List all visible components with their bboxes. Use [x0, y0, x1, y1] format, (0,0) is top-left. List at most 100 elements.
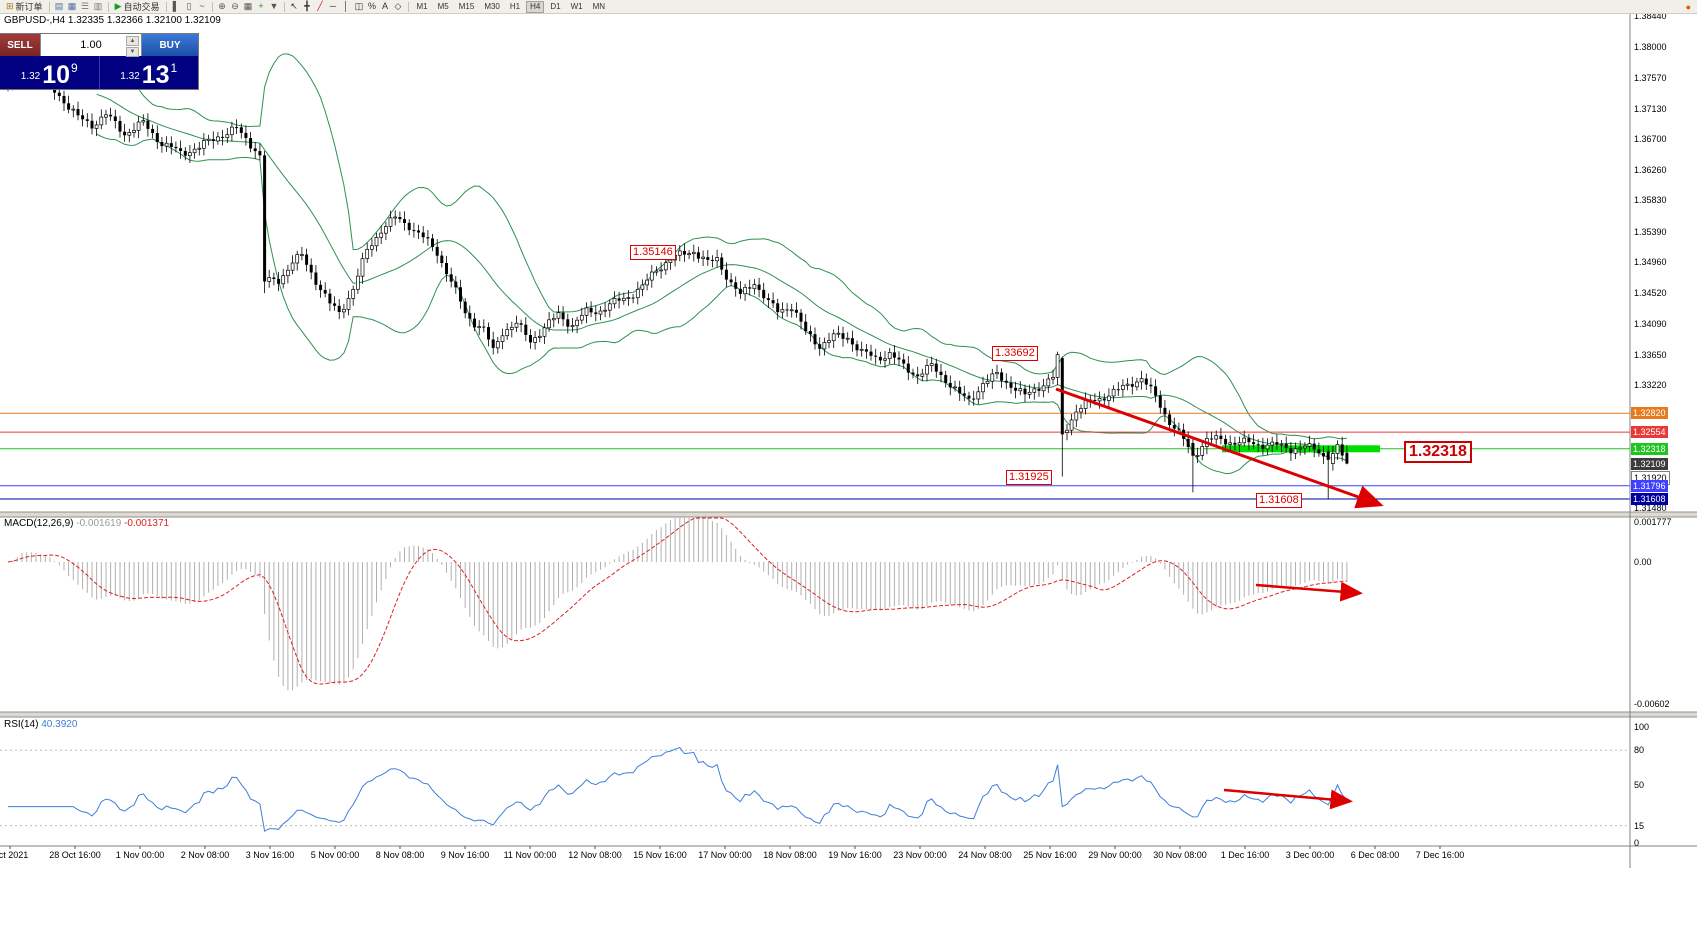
candlestick-chart-icon[interactable]: ▯: [183, 1, 196, 13]
data-window-icon[interactable]: ▦: [66, 1, 79, 13]
rsi-axis-label: 0: [1634, 838, 1640, 848]
timeframe-button-h1[interactable]: H1: [509, 1, 521, 11]
y-axis-tick: 1.34960: [1634, 257, 1667, 267]
x-axis-label: 3 Dec 00:00: [1285, 850, 1335, 860]
timeframe-button-m15[interactable]: M15: [458, 1, 475, 11]
toolbar-separator: [283, 1, 285, 12]
x-axis-label: 15 Nov 16:00: [633, 850, 687, 860]
x-axis-label: Oct 2021: [0, 850, 29, 860]
auto-trading-button[interactable]: ▶ 自动交易: [112, 1, 163, 13]
toolbar-separator: [165, 1, 167, 12]
add-indicator-icon: +: [258, 1, 264, 11]
toolbar-button-label: 新订单: [15, 2, 43, 12]
templates-icon[interactable]: ▼: [268, 1, 281, 13]
zoom-in-icon[interactable]: ⊕: [216, 1, 229, 13]
rsi-axis-label: 100: [1634, 722, 1650, 732]
sell-button[interactable]: SELL: [0, 34, 40, 56]
macd-main-value: -0.001619: [76, 518, 122, 529]
shapes-icon: ◇: [394, 1, 402, 11]
x-axis-label: 7 Dec 16:00: [1415, 850, 1465, 860]
x-axis-label: 8 Nov 08:00: [375, 850, 425, 860]
sell-price-sup: 9: [71, 61, 78, 75]
rsi-axis-label: 80: [1634, 745, 1645, 755]
macd-signal-value: -0.001371: [124, 518, 170, 529]
text-icon[interactable]: A: [379, 1, 392, 13]
candlestick-chart-icon: ▯: [186, 1, 192, 11]
market-watch-icon[interactable]: ▤: [53, 1, 66, 13]
x-axis-label: 23 Nov 00:00: [893, 850, 947, 860]
x-axis-label: 1 Dec 16:00: [1220, 850, 1270, 860]
x-axis-label: 28 Oct 16:00: [49, 850, 101, 860]
x-axis-label: 12 Nov 08:00: [568, 850, 622, 860]
fibonacci-icon[interactable]: %: [366, 1, 379, 13]
price-label-box: 1.31608: [1256, 493, 1302, 508]
zoom-out-icon[interactable]: ⊖: [229, 1, 242, 13]
buy-price[interactable]: 1.32 13 1: [100, 56, 199, 89]
x-axis-label: 24 Nov 08:00: [958, 850, 1012, 860]
timeframe-button-h4[interactable]: H4: [526, 0, 545, 13]
price-alert-label: 1.32318: [1404, 441, 1472, 463]
cursor-icon[interactable]: ↖: [288, 1, 301, 13]
x-axis-label: 30 Nov 08:00: [1153, 850, 1207, 860]
sell-price-prefix: 1.32: [20, 71, 41, 82]
line-chart-icon[interactable]: ~: [196, 1, 209, 13]
toolbar-separator: [211, 1, 213, 12]
timeframe-button-w1[interactable]: W1: [570, 1, 583, 11]
shapes-icon[interactable]: ◇: [392, 1, 405, 13]
y-axis-tick: 1.31480: [1634, 503, 1667, 513]
terminal-icon[interactable]: ▥: [92, 1, 105, 13]
y-axis-tick: 1.37570: [1634, 73, 1667, 83]
vertical-line-icon[interactable]: │: [340, 1, 353, 13]
timeframe-button-mn[interactable]: MN: [592, 1, 606, 11]
macd-axis-zero: 0.00: [1634, 557, 1652, 567]
buy-button[interactable]: BUY: [142, 34, 198, 56]
toolbar-separator: [407, 1, 409, 12]
timeframe-button-m1[interactable]: M1: [416, 1, 428, 11]
navigator-icon[interactable]: ☰: [79, 1, 92, 13]
trendline-icon[interactable]: ╱: [314, 1, 327, 13]
line-chart-icon: ~: [199, 1, 205, 11]
rsi-axis-label: 50: [1634, 780, 1645, 790]
price-badge: 1.32109: [1631, 458, 1668, 470]
bar-chart-icon[interactable]: ▌: [170, 1, 183, 13]
text-icon: A: [381, 1, 388, 11]
rsi-value: 40.3920: [41, 719, 78, 730]
notification-icon[interactable]: ●: [1685, 2, 1691, 12]
new-order-button[interactable]: ⊞ 新订单: [3, 1, 46, 13]
templates-icon: ▼: [269, 1, 279, 11]
auto-trading-icon: ▶: [114, 1, 122, 11]
bar-chart-icon: ▌: [172, 1, 180, 11]
timeframe-button-d1[interactable]: D1: [550, 1, 561, 11]
channel-icon[interactable]: ◫: [353, 1, 366, 13]
volume-input[interactable]: 1.00 ▲ ▼: [40, 34, 142, 57]
fibonacci-icon: %: [367, 1, 376, 11]
x-axis-label: 5 Nov 00:00: [310, 850, 360, 860]
sell-price[interactable]: 1.32 10 9: [0, 56, 100, 89]
navigator-icon: ☰: [81, 1, 90, 11]
macd-axis-max: 0.001777: [1634, 517, 1672, 527]
x-axis-label: 29 Nov 00:00: [1088, 850, 1142, 860]
y-axis-tick: 1.35390: [1634, 227, 1667, 237]
x-axis-label: 17 Nov 00:00: [698, 850, 752, 860]
buy-price-big: 13: [141, 60, 170, 89]
x-axis-label: 2 Nov 08:00: [180, 850, 230, 860]
volume-down-button[interactable]: ▼: [126, 47, 139, 57]
horizontal-line-icon: ─: [329, 1, 337, 11]
timeframe-button-m30[interactable]: M30: [484, 1, 500, 11]
y-axis-tick: 1.38000: [1634, 42, 1667, 52]
x-axis-label: 3 Nov 16:00: [245, 850, 295, 860]
horizontal-line-icon[interactable]: ─: [327, 1, 340, 13]
y-axis-tick: 1.37130: [1634, 104, 1667, 114]
y-axis-tick: 1.34090: [1634, 319, 1667, 329]
price-badge: 1.31608: [1631, 493, 1668, 505]
market-watch-icon: ▤: [54, 1, 64, 11]
data-window-icon: ▦: [67, 1, 77, 11]
timeframe-button-m5[interactable]: M5: [437, 1, 449, 11]
add-indicator-icon[interactable]: +: [255, 1, 268, 13]
buy-price-sup: 1: [170, 61, 178, 75]
crosshair-icon[interactable]: ╋: [301, 1, 314, 13]
tile-windows-icon[interactable]: ▦: [242, 1, 255, 13]
volume-up-button[interactable]: ▲: [126, 36, 139, 46]
price-badge: 1.31796: [1631, 480, 1668, 492]
